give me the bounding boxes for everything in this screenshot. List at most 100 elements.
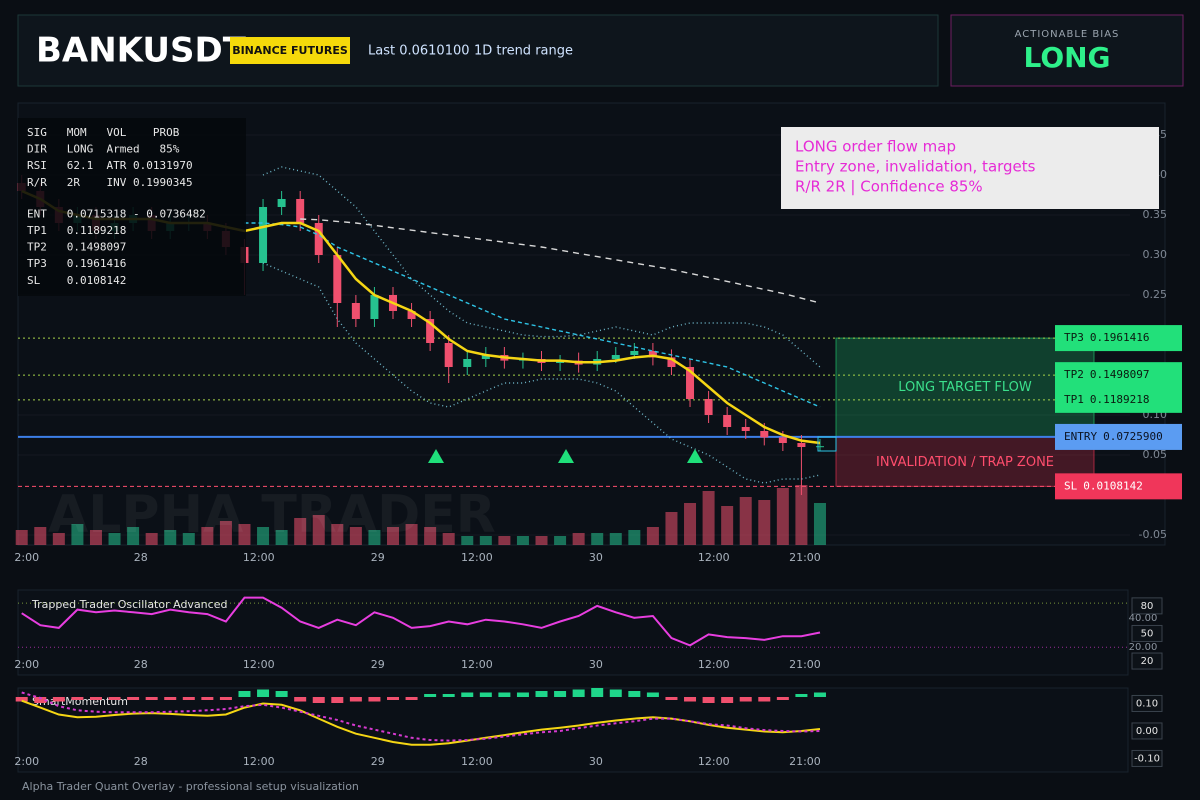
volume-bar [219,521,232,545]
histogram-bar [479,692,492,697]
level-tag [1055,362,1182,389]
volume-bar [108,533,121,545]
zone [835,436,1095,487]
histogram-bar [665,697,678,700]
x-tick-label: 12:00 [698,658,730,671]
signal-arrow [428,449,444,463]
stats-panel [18,118,246,296]
histogram-bar [554,691,567,697]
histogram-bar [461,692,474,697]
zone [835,337,1095,438]
volume-bar [702,491,715,545]
y-tick-label: 20 [1141,656,1154,667]
histogram-bar [813,692,826,697]
volume-bar [461,536,474,545]
x-tick-label: 21:00 [789,658,821,671]
annotation-line: LONG order flow map [795,138,956,156]
volume-bar [331,524,344,545]
panel-title: Trapped Trader Oscillator Advanced [31,598,227,611]
bias-panel [950,14,1184,87]
histogram-bar [331,697,344,703]
range-text: 1D trend range [474,44,573,59]
y-tick-box [1131,597,1163,615]
overlay-line [244,222,821,408]
level-tag-text: TP2 0.1498097 [1064,368,1149,381]
stats-row: TP2 0.1498097 [27,241,126,254]
x-tick-label: 2:00 [14,551,39,564]
histogram-bar [294,697,307,702]
candle-body [815,446,824,448]
level-name: SL [1064,479,1078,492]
x-tick-label: 29 [371,551,385,564]
y-tick-box [1131,749,1163,767]
volume-bar [52,533,65,545]
level-name: TP1 [1064,393,1084,406]
symbol: BANKUSDT [36,31,247,71]
candle-body [611,355,620,359]
x-tick-label: 28 [134,755,148,768]
zone-label: LONG TARGET FLOW [898,380,1032,395]
histogram-bar [684,697,697,702]
secondary-label: 20.00 [1129,642,1158,653]
x-tick-label: 29 [371,658,385,671]
volume-bar [312,515,325,545]
candle-body [296,199,305,223]
volume-bar [535,536,548,545]
x-tick-label: 12:00 [698,551,730,564]
y-tick-label: 0.10 [1136,698,1158,709]
candle-body [407,311,416,319]
level-value: 0.1498097 [1090,368,1150,381]
volume-bar [71,524,84,545]
histogram-bar [349,697,362,702]
series-line [21,691,821,742]
level-name: TP2 [1064,368,1084,381]
y-tick-label: 0.35 [1143,208,1168,221]
zone-label: INVALIDATION / TRAP ZONE [876,455,1054,470]
y-tick-box [1131,624,1163,642]
level-value: 0.0108142 [1083,479,1143,492]
x-tick-label: 12:00 [461,551,493,564]
x-tick-label: 12:00 [243,658,275,671]
series-line [21,596,821,647]
x-tick-label: 12:00 [243,551,275,564]
stats-row: R/R 2R INV 0.1990345 [27,176,193,189]
stats-row: TP1 0.1189218 [27,224,126,237]
oscillator-panel [17,589,1129,676]
level-tag-text: TP3 0.1961416 [1064,331,1149,344]
volume-bar [275,530,288,545]
histogram-bar [646,692,659,697]
x-tick-label: 12:00 [461,755,493,768]
volume-bar [646,527,659,545]
candle-body [463,359,472,367]
candle-body [704,399,713,415]
volume-bar [795,485,808,545]
volume-bar [813,503,826,545]
histogram-bar [535,691,548,697]
histogram-bar [89,697,102,700]
y-tick-label: 0.30 [1143,248,1168,261]
level-value: 0.1189218 [1090,393,1150,406]
level-value: 0.0725900 [1103,430,1163,443]
histogram-bar [591,688,604,697]
annotation-box [781,127,1159,209]
volume-bar [182,533,195,545]
volume-bar [424,527,437,545]
secondary-label: 40.00 [1129,613,1158,624]
histogram-bar [219,697,232,700]
histogram-bar [182,697,195,700]
y-tick-label: 80 [1141,601,1154,612]
annotation-line: R/R 2R | Confidence 85% [795,178,983,196]
level-tag-text: ENTRY 0.0725900 [1064,430,1163,443]
annotation-lines: LONG order flow map Entry zone, invalidat… [795,138,1036,196]
volume-bar [238,524,251,545]
candle-body [741,427,750,431]
histogram-bar [386,697,399,700]
histogram-bar [201,697,214,700]
candle-body [686,367,695,399]
volume-bar [554,536,567,545]
candle-body [314,223,323,255]
stats-row: RSI 62.1 ATR 0.0131970 [27,159,193,172]
volume-bar [479,536,492,545]
header-panel [17,14,939,87]
histogram-bar [628,691,641,697]
